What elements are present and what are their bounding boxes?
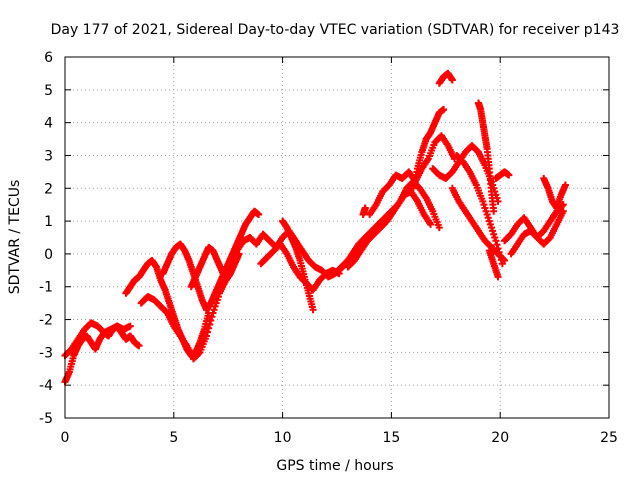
data-point: [440, 106, 448, 114]
data-point: [208, 313, 216, 321]
series-arc-24: [540, 174, 569, 212]
data-point: [255, 211, 263, 219]
data-point: [361, 204, 369, 212]
chart-title: Day 177 of 2021, Sidereal Day-to-day VTE…: [51, 22, 620, 38]
data-point: [494, 244, 502, 252]
data-point: [204, 328, 212, 336]
data-point: [126, 322, 134, 330]
data-point: [498, 260, 506, 268]
y-tick-label: 2: [44, 181, 53, 197]
y-tick-label: 1: [44, 214, 53, 230]
data-point: [492, 237, 500, 245]
data-point: [559, 201, 567, 209]
x-tick-label: 10: [274, 430, 292, 446]
y-tick-label: 3: [44, 148, 53, 164]
y-axis-label: SDTVAR / TECUs: [7, 180, 23, 295]
y-tick-label: -1: [39, 280, 53, 296]
y-tick-label: -2: [39, 313, 53, 329]
data-point: [505, 171, 513, 179]
data-point: [493, 241, 501, 249]
data-point: [135, 342, 143, 350]
series-arc-5: [159, 207, 263, 314]
series-arc-13: [366, 132, 459, 219]
y-tick-label: 0: [44, 247, 53, 263]
x-tick-label: 5: [169, 430, 178, 446]
data-point: [490, 207, 498, 215]
y-tick-label: 6: [44, 50, 53, 66]
series-arc-20: [485, 247, 502, 281]
series-arc-21: [492, 168, 513, 182]
y-tick-label: -5: [39, 411, 53, 427]
data-point: [309, 306, 317, 314]
data-point: [559, 207, 567, 215]
y-tick-label: 4: [44, 116, 53, 132]
data-point: [195, 349, 203, 357]
data-point: [207, 317, 215, 325]
data-points: [61, 69, 569, 386]
y-tick-label: -3: [39, 345, 53, 361]
data-point: [494, 273, 502, 281]
axis-ticks: 0 5 10 15 20 25 -5 -4 -3 -2 -1 0 1 2 3 4 5 6: [39, 50, 618, 446]
series-arc-23: [507, 207, 567, 258]
x-tick-label: 0: [61, 430, 70, 446]
series-arc-6: [187, 243, 243, 291]
series-arc-18: [453, 151, 506, 268]
series-arc-15: [435, 69, 456, 87]
data-point: [202, 332, 210, 340]
series-arc-4: [137, 276, 230, 363]
data-point: [427, 220, 435, 228]
series-arc-9: [279, 217, 317, 314]
y-tick-label: 5: [44, 83, 53, 99]
data-point: [435, 224, 443, 232]
series-arc-14: [409, 106, 448, 192]
series-arc-8: [257, 240, 343, 294]
series-arc-12: [359, 204, 369, 219]
x-tick-label: 20: [491, 430, 509, 446]
data-point: [561, 181, 569, 189]
y-tick-label: -4: [39, 378, 53, 394]
data-point: [205, 324, 213, 332]
data-point: [496, 252, 504, 260]
series-arc-19: [474, 99, 498, 215]
x-tick-label: 25: [600, 430, 618, 446]
grid: [65, 57, 609, 418]
data-point: [206, 320, 214, 328]
data-point: [495, 248, 503, 256]
plot-frame: [64, 56, 610, 419]
x-axis-label: GPS time / hours: [276, 458, 393, 474]
data-point: [497, 256, 505, 264]
data-point: [448, 76, 456, 84]
x-tick-label: 15: [382, 430, 400, 446]
